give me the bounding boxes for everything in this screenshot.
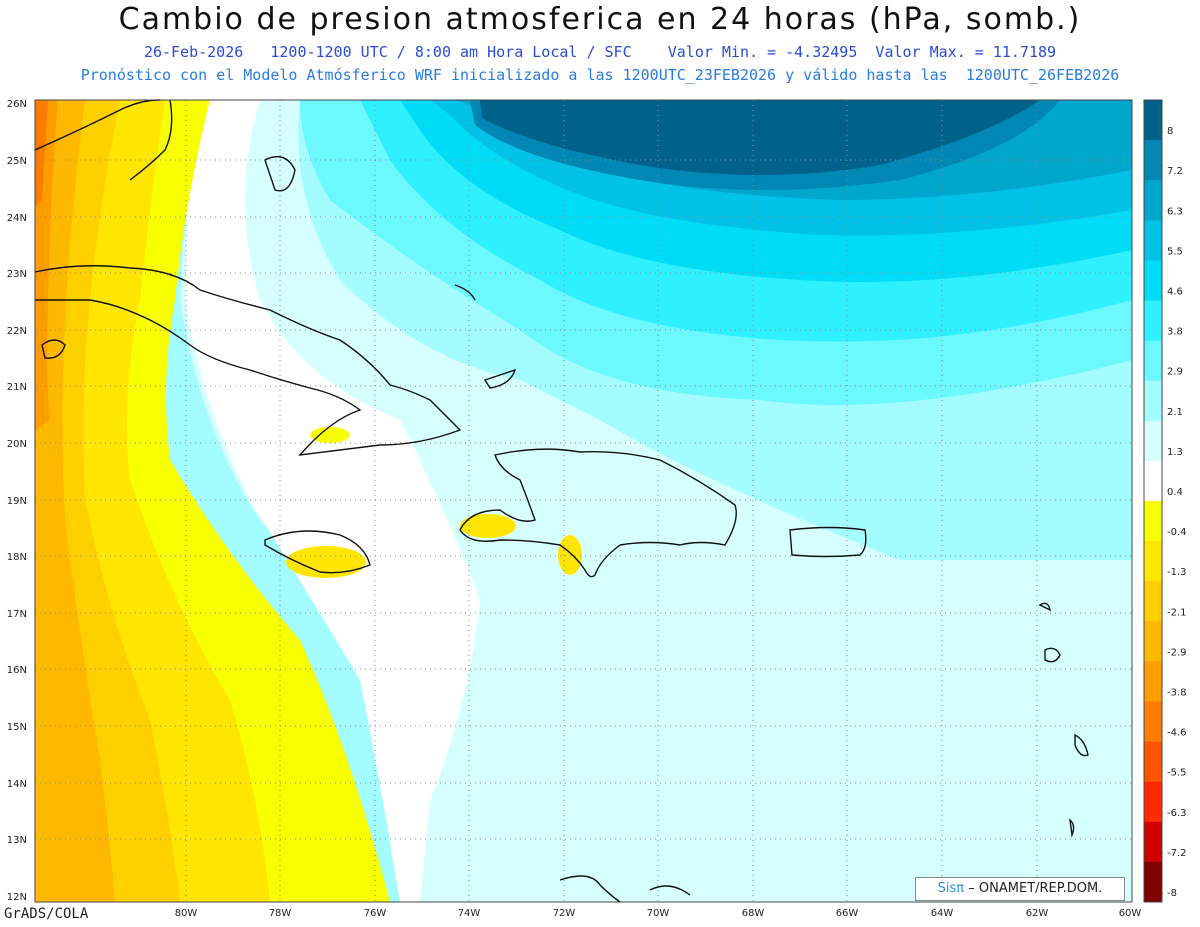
cuba-coast bbox=[34, 265, 462, 456]
colorbar-label: 1.3 bbox=[1167, 447, 1183, 458]
lat-label: 16N bbox=[7, 665, 27, 676]
lon-label: 62W bbox=[1026, 908, 1049, 919]
colorbar-swatch bbox=[1144, 260, 1162, 301]
jamaica-coast bbox=[264, 530, 371, 574]
colorbar-label: 2.9 bbox=[1167, 367, 1183, 378]
lat-label: 18N bbox=[7, 552, 27, 563]
lat-label: 12N bbox=[7, 892, 27, 903]
lon-label: 76W bbox=[364, 908, 387, 919]
colorbar-label: -7.2 bbox=[1167, 848, 1187, 859]
colorbar-label: -8 bbox=[1167, 888, 1177, 899]
plot-frame bbox=[34, 99, 1133, 903]
lat-axis: 26N 25N 24N 23N 22N 21N 20N 19N 18N 17N … bbox=[7, 99, 27, 903]
lat-label: 19N bbox=[7, 496, 27, 507]
coastlines bbox=[34, 99, 1089, 903]
colorbar-label: -6.3 bbox=[1167, 808, 1187, 819]
colorbar-swatch bbox=[1144, 621, 1162, 662]
lat-label: 22N bbox=[7, 326, 27, 337]
colorbar-swatch bbox=[1144, 420, 1162, 462]
colorbar-swatch bbox=[1144, 340, 1162, 382]
colorbar: 8 7.2 6.3 5.5 4.6 3.8 2.9 2.1 1.3 0.4 -0.4 -1.3 -2.1… bbox=[1144, 100, 1187, 903]
lat-label: 13N bbox=[7, 835, 27, 846]
colorbar-label: -3.8 bbox=[1167, 687, 1187, 698]
credit-org: – ONAMET/REP.DOM. bbox=[968, 881, 1103, 896]
colorbar-label: 5.5 bbox=[1167, 246, 1183, 257]
lon-label: 72W bbox=[553, 908, 576, 919]
colorbar-label: -2.9 bbox=[1167, 647, 1187, 658]
colorbar-swatch bbox=[1144, 300, 1162, 342]
colorbar-label: 7.2 bbox=[1167, 166, 1183, 177]
colorbar-swatch bbox=[1144, 180, 1162, 221]
colorbar-label: -1.3 bbox=[1167, 567, 1187, 578]
colorbar-label: 2.1 bbox=[1167, 407, 1183, 418]
lon-label: 78W bbox=[269, 908, 292, 919]
lesser-antilles bbox=[1038, 602, 1089, 838]
colorbar-swatch bbox=[1144, 380, 1162, 422]
colorbar-swatch bbox=[1144, 821, 1162, 863]
florida-coast bbox=[34, 99, 173, 181]
lon-axis: 80W 78W 76W 74W 72W 70W 68W 66W 64W 62W … bbox=[175, 908, 1142, 919]
colorbar-label: -5.5 bbox=[1167, 768, 1187, 779]
puerto-rico-coast bbox=[789, 526, 867, 558]
lon-label: 66W bbox=[836, 908, 859, 919]
lon-label: 64W bbox=[931, 908, 954, 919]
colorbar-swatch bbox=[1144, 541, 1162, 582]
colorbar-swatch bbox=[1144, 741, 1162, 783]
map-subtitle-model-info: Pronóstico con el Modelo Atmósferico WRF… bbox=[80, 66, 1120, 84]
lat-label: 23N bbox=[7, 269, 27, 280]
lat-label: 21N bbox=[7, 382, 27, 393]
lat-label: 15N bbox=[7, 722, 27, 733]
colorbar-label: -0.4 bbox=[1167, 527, 1187, 538]
credit-box: Sisπ – ONAMET/REP.DOM. bbox=[915, 877, 1125, 901]
lat-label: 20N bbox=[7, 439, 27, 450]
colorbar-swatch bbox=[1144, 661, 1162, 702]
map-title: Cambio de presion atmosferica en 24 hora… bbox=[118, 2, 1082, 37]
credit-brand: Sisπ bbox=[937, 881, 965, 896]
colorbar-label: 3.8 bbox=[1167, 327, 1183, 338]
map-subtitle-valid-time: 26-Feb-2026 1200-1200 UTC / 8:00 am Hora… bbox=[143, 43, 1057, 61]
bahamas-andros bbox=[264, 156, 296, 192]
colorbar-label: 6.3 bbox=[1167, 206, 1183, 217]
south-america-coast bbox=[559, 875, 691, 903]
colorbar-swatch bbox=[1144, 460, 1162, 502]
lon-label: 68W bbox=[742, 908, 765, 919]
graticule bbox=[35, 100, 1132, 902]
lat-label: 24N bbox=[7, 213, 27, 224]
lon-label: 80W bbox=[175, 908, 198, 919]
turks-caicos bbox=[483, 368, 517, 389]
colorbar-swatch bbox=[1144, 781, 1162, 823]
lon-label: 70W bbox=[647, 908, 670, 919]
colorbar-label: 0.4 bbox=[1167, 487, 1183, 498]
colorbar-label: -4.6 bbox=[1167, 728, 1187, 739]
footer-software: GrADS/COLA bbox=[4, 906, 89, 922]
hispaniola-coast bbox=[459, 448, 737, 578]
colorbar-swatch bbox=[1144, 861, 1162, 903]
colorbar-label: 8 bbox=[1167, 126, 1173, 137]
pressure-change-field bbox=[35, 100, 1132, 902]
bahamas-small bbox=[454, 284, 476, 301]
colorbar-swatch bbox=[1144, 581, 1162, 622]
colorbar-swatch bbox=[1144, 501, 1162, 542]
colorbar-swatch bbox=[1144, 701, 1162, 743]
colorbar-swatch bbox=[1144, 140, 1162, 181]
lat-label: 25N bbox=[7, 156, 27, 167]
colorbar-swatch bbox=[1144, 100, 1162, 141]
colorbar-label: -2.1 bbox=[1167, 607, 1187, 618]
lat-label: 26N bbox=[7, 99, 27, 110]
lon-label: 60W bbox=[1119, 908, 1142, 919]
colorbar-frame bbox=[1143, 99, 1163, 903]
lon-label: 74W bbox=[458, 908, 481, 919]
colorbar-swatch bbox=[1144, 220, 1162, 261]
colorbar-label: 4.6 bbox=[1167, 286, 1183, 297]
lat-label: 17N bbox=[7, 609, 27, 620]
isla-juventud-coast bbox=[41, 339, 66, 359]
lat-label: 14N bbox=[7, 779, 27, 790]
